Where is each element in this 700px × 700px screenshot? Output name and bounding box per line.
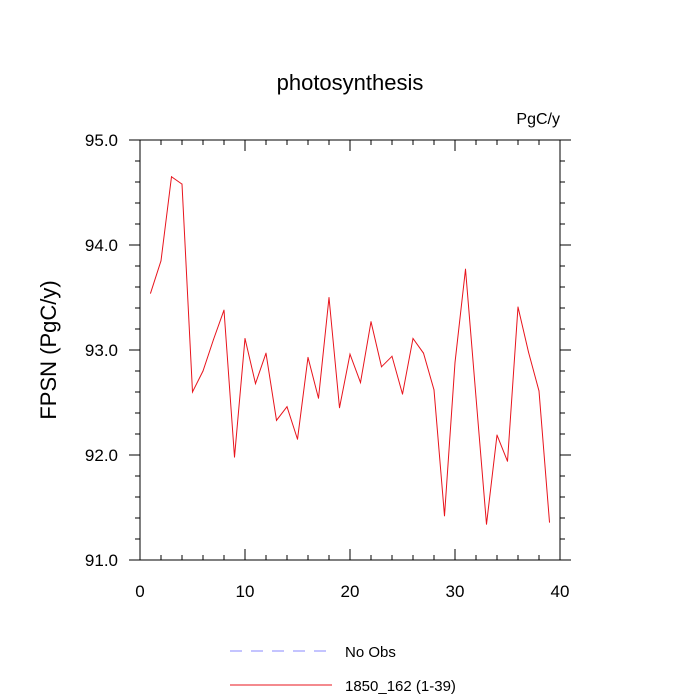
data-point [444, 515, 445, 517]
data-point [192, 391, 193, 393]
data-point [213, 339, 214, 340]
data-point [286, 406, 288, 408]
y-tick-label: 93.0 [85, 341, 118, 360]
data-point [507, 460, 508, 462]
legend: No Obs 1850_162 (1-39) [230, 644, 456, 695]
data-point [255, 383, 256, 385]
plot-frame [139, 139, 561, 561]
data-point [265, 352, 267, 354]
y-tick-label: 94.0 [85, 236, 118, 255]
y-tick-label: 91.0 [85, 551, 118, 570]
series-group [150, 175, 550, 525]
x-tick-label: 20 [341, 582, 360, 601]
units-label: PgC/y [516, 111, 560, 128]
legend-label: No Obs [345, 644, 396, 661]
x-tick-label: 0 [135, 582, 144, 601]
axis-tick-labels: 0 10 20 30 40 91.0 92.0 93.0 94.0 95.0 [85, 131, 570, 601]
data-point [360, 382, 361, 384]
chart-title: photosynthesis [277, 70, 424, 95]
data-point [181, 183, 183, 185]
data-point [528, 351, 529, 353]
data-point [244, 337, 246, 339]
data-point [297, 438, 298, 440]
data-point [517, 306, 519, 308]
data-point [496, 434, 498, 436]
x-tick-label: 40 [551, 582, 570, 601]
data-point [423, 352, 424, 354]
data-point [307, 356, 309, 358]
data-point [318, 397, 319, 399]
data-point [339, 407, 340, 409]
y-axis-label: FPSN (PgC/y) [36, 280, 61, 419]
data-point [223, 309, 225, 311]
data-point [433, 389, 435, 391]
data-point [202, 370, 204, 372]
data-point [454, 362, 456, 364]
data-point [402, 393, 403, 395]
data-point [276, 419, 277, 421]
data-point [538, 390, 540, 392]
data-point [160, 260, 162, 262]
data-point [549, 521, 550, 523]
x-tick-label: 30 [446, 582, 465, 601]
data-point [328, 297, 330, 298]
x-tick-label: 10 [236, 582, 255, 601]
y-tick-label: 92.0 [85, 446, 118, 465]
legend-label: 1850_162 (1-39) [345, 678, 456, 695]
data-point [150, 292, 151, 294]
data-point [412, 337, 414, 339]
data-point [234, 456, 235, 458]
axis-ticks [129, 139, 571, 561]
data-point [486, 523, 487, 525]
data-point [465, 268, 466, 270]
series-line [150, 175, 550, 525]
data-point [370, 321, 372, 323]
data-point [171, 176, 172, 178]
data-point [381, 366, 382, 368]
data-point [475, 396, 477, 398]
y-tick-label: 95.0 [85, 131, 118, 150]
data-point [391, 355, 393, 357]
data-point [349, 353, 351, 355]
